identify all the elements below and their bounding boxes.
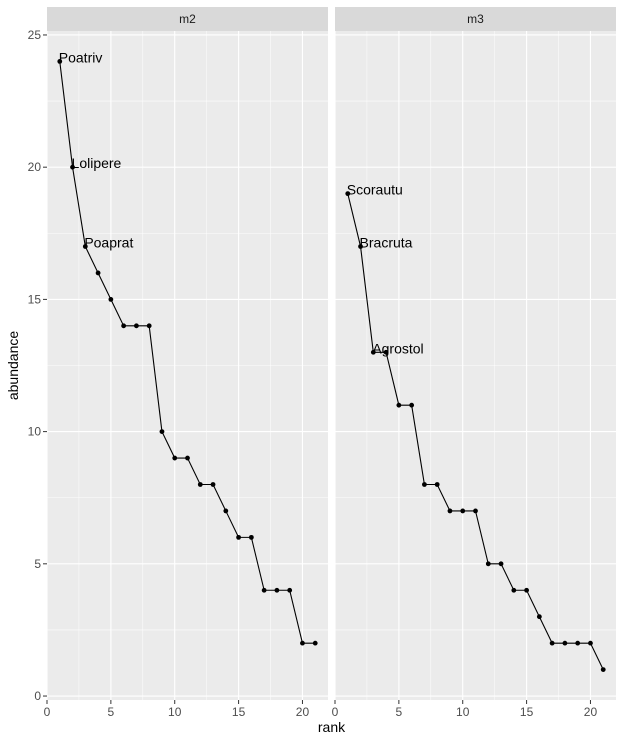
data-point <box>434 482 440 487</box>
data-point <box>549 640 555 646</box>
data-point <box>600 667 606 672</box>
data-point <box>223 508 229 514</box>
y-axis-title: abundance <box>5 331 21 401</box>
data-point <box>575 640 581 646</box>
x-tick-label: 20 <box>296 705 310 719</box>
data-point <box>134 323 139 329</box>
data-point <box>210 482 216 487</box>
y-tick-label: 15 <box>28 292 42 306</box>
data-point <box>146 323 152 329</box>
data-point <box>460 508 466 514</box>
facet-strip-label: m3 <box>467 12 484 26</box>
data-point <box>185 455 190 461</box>
x-tick-label: 10 <box>456 705 470 719</box>
point-label: Bracruta <box>360 235 413 251</box>
data-point <box>562 640 568 646</box>
point-label: Lolipere <box>72 155 122 171</box>
x-tick-label: 0 <box>332 705 339 719</box>
y-tick-label: 25 <box>28 28 42 42</box>
data-point <box>70 164 75 170</box>
data-point <box>172 455 178 461</box>
x-tick-label: 5 <box>108 705 115 719</box>
data-point <box>409 402 415 408</box>
y-tick-label: 20 <box>28 160 42 174</box>
y-tick-label: 5 <box>34 557 41 571</box>
data-point <box>300 640 305 646</box>
y-tick-label: 0 <box>34 689 41 703</box>
facet-strip-bg <box>335 7 616 31</box>
data-point <box>108 296 114 302</box>
data-point <box>121 323 127 329</box>
data-point <box>82 244 88 249</box>
point-label: Poatriv <box>59 49 103 65</box>
x-tick-label: 20 <box>584 705 598 719</box>
data-point <box>159 429 165 435</box>
x-tick-label: 5 <box>396 705 403 719</box>
facet-strip-label: m2 <box>179 12 196 26</box>
x-axis-m2: 0 5 10 15 20 <box>44 700 310 719</box>
data-point <box>236 534 241 540</box>
data-point <box>422 482 427 487</box>
data-point <box>287 587 293 593</box>
point-label: Poaprat <box>84 235 133 251</box>
data-point <box>498 561 504 567</box>
data-point <box>261 587 267 593</box>
facet-panels: m2 Poatriv Lolipere Poaprat m3 Scorautu Bracru… <box>46 7 616 700</box>
x-axis-title: rank <box>318 719 346 735</box>
x-tick-label: 15 <box>520 705 534 719</box>
data-point <box>345 191 351 197</box>
x-tick-label: 10 <box>168 705 182 719</box>
data-point <box>358 244 363 249</box>
data-point <box>95 270 101 276</box>
y-axis: 0 5 10 15 20 25 <box>28 28 47 703</box>
data-point <box>473 508 478 514</box>
data-point <box>370 349 376 355</box>
y-tick-label: 10 <box>28 425 42 439</box>
data-point <box>57 59 63 64</box>
x-tick-label: 15 <box>232 705 246 719</box>
data-point <box>312 640 318 646</box>
x-axes: 0 5 10 15 20 0 5 10 15 20 <box>44 700 598 719</box>
data-point <box>511 587 517 593</box>
data-point <box>396 402 402 408</box>
facet-panel-m3: m3 Scorautu Bracruta Agrostol <box>334 7 616 700</box>
data-point <box>248 534 254 540</box>
point-label: Scorautu <box>347 182 403 198</box>
x-axis-m3: 0 5 10 15 20 <box>332 700 598 719</box>
data-point <box>524 587 529 593</box>
data-point <box>588 640 593 646</box>
data-point <box>383 349 389 355</box>
data-point <box>447 508 453 514</box>
data-point <box>485 561 491 567</box>
x-tick-label: 0 <box>44 705 51 719</box>
point-label: Agrostol <box>372 340 423 356</box>
data-point <box>197 482 203 487</box>
data-point <box>274 587 280 593</box>
facet-panel-m2: m2 Poatriv Lolipere Poaprat <box>46 7 328 700</box>
facet-strip-bg <box>47 7 328 31</box>
data-point <box>536 614 542 620</box>
